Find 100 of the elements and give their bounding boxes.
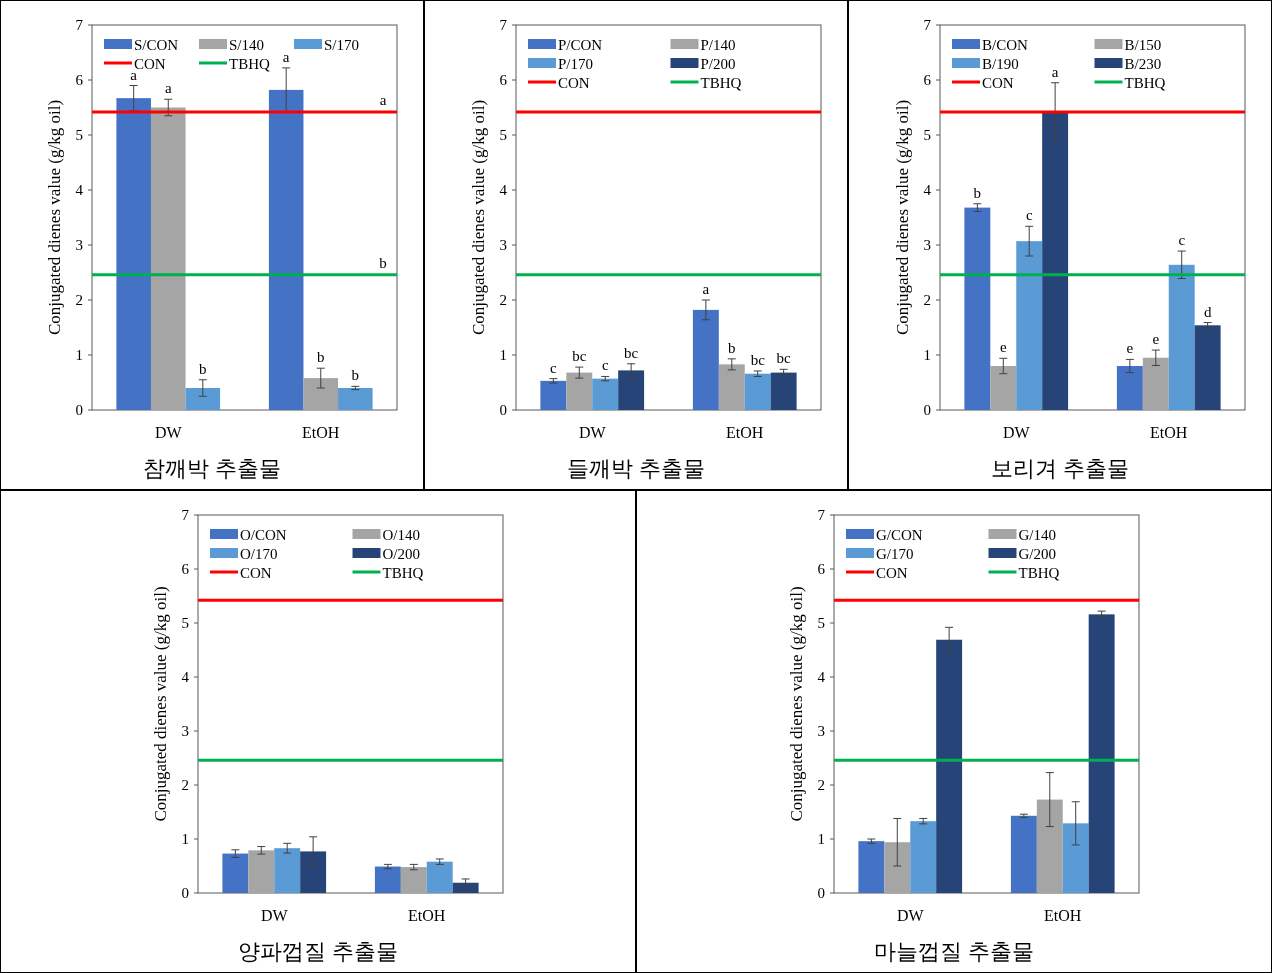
y-tick-label: 7 xyxy=(75,17,84,33)
y-tick-label: 0 xyxy=(181,885,189,901)
data-label: bc xyxy=(750,351,766,368)
legend-label: G/200 xyxy=(1018,546,1056,562)
y-tick-label: 4 xyxy=(923,182,932,198)
y-tick-label: 7 xyxy=(817,507,826,523)
legend-label: O/170 xyxy=(240,546,278,562)
y-tick-label: 6 xyxy=(817,561,826,577)
legend-label: CON xyxy=(982,75,1014,91)
data-label: b xyxy=(199,360,207,377)
y-tick-label: 3 xyxy=(181,723,189,739)
y-tick-label: 2 xyxy=(499,292,507,308)
y-tick-label: 5 xyxy=(499,127,507,143)
legend-label: TBHQ xyxy=(382,565,424,581)
legend-label: TBHQ xyxy=(1018,565,1060,581)
legend-label: CON xyxy=(876,565,908,581)
y-tick-label: 0 xyxy=(499,402,507,418)
legend-label: B/230 xyxy=(1124,56,1162,72)
legend-label: O/200 xyxy=(382,546,420,562)
data-label: bc xyxy=(776,350,792,367)
legend-label: G/140 xyxy=(1018,527,1056,543)
legend-label: B/190 xyxy=(982,56,1019,72)
x-tick-label: DW xyxy=(896,907,925,924)
y-tick-label: 1 xyxy=(181,831,189,847)
y-tick-label: 1 xyxy=(923,347,931,363)
text: 양파껍질 추출물 xyxy=(237,939,399,964)
legend-label: S/140 xyxy=(229,37,265,53)
x-tick-label: EtOH xyxy=(302,424,340,441)
legend-label: P/140 xyxy=(700,37,736,53)
legend-label: TBHQ xyxy=(700,75,742,91)
y-axis-title: Conjugated dienes value (g/kg oil) xyxy=(893,99,912,336)
y-tick-label: 0 xyxy=(923,402,931,418)
data-label: a xyxy=(164,80,172,97)
data-label: e xyxy=(1126,340,1134,357)
y-tick-label: 3 xyxy=(75,237,83,253)
x-tick-label: DW xyxy=(578,424,607,441)
y-tick-label: 4 xyxy=(817,669,826,685)
data-label: a xyxy=(1051,63,1059,80)
y-tick-label: 1 xyxy=(817,831,825,847)
legend-label: P/170 xyxy=(558,56,594,72)
y-tick-label: 7 xyxy=(923,17,932,33)
data-label: c xyxy=(601,357,609,374)
legend-label: CON xyxy=(558,75,590,91)
data-label: e xyxy=(1152,331,1160,348)
data-label: b xyxy=(728,339,736,356)
x-tick-label: DW xyxy=(260,907,289,924)
legend-label: CON xyxy=(240,565,272,581)
y-axis-title: Conjugated dienes value (g/kg oil) xyxy=(151,586,170,822)
legend-label: S/CON xyxy=(134,37,179,53)
y-tick-label: 5 xyxy=(923,127,931,143)
legend-label: P/200 xyxy=(700,56,736,72)
y-axis-title: Conjugated dienes value (g/kg oil) xyxy=(787,586,806,822)
y-tick-label: 3 xyxy=(499,237,507,253)
text: 보리겨 추출물 xyxy=(990,456,1130,481)
annotation: a xyxy=(379,91,387,108)
x-tick-label: EtOH xyxy=(1044,907,1082,924)
data-label: c xyxy=(1025,207,1033,224)
legend-label: O/CON xyxy=(240,527,287,543)
legend-label: S/170 xyxy=(324,37,360,53)
legend-label: TBHQ xyxy=(1124,75,1166,91)
y-tick-label: 4 xyxy=(499,182,508,198)
legend-label: CON xyxy=(134,56,166,72)
data-label: c xyxy=(550,359,558,376)
y-tick-label: 2 xyxy=(923,292,931,308)
y-tick-label: 4 xyxy=(75,182,84,198)
annotation: b xyxy=(379,254,387,271)
legend-label: B/150 xyxy=(1124,37,1162,53)
data-label: b xyxy=(317,349,325,366)
y-tick-label: 2 xyxy=(817,777,825,793)
y-tick-label: 6 xyxy=(499,72,508,88)
y-tick-label: 5 xyxy=(181,615,189,631)
text: 들깨박 추출물 xyxy=(566,456,706,481)
x-tick-label: DW xyxy=(1002,424,1031,441)
y-tick-label: 3 xyxy=(817,723,825,739)
y-tick-label: 7 xyxy=(181,507,190,523)
text: 참깨박 추출물 xyxy=(142,456,282,481)
y-tick-label: 1 xyxy=(499,347,507,363)
y-tick-label: 2 xyxy=(75,292,83,308)
data-label: b xyxy=(973,184,982,201)
y-tick-label: 6 xyxy=(75,72,84,88)
data-label: bc xyxy=(572,348,587,365)
x-tick-label: EtOH xyxy=(1150,424,1188,441)
y-tick-label: 5 xyxy=(817,615,825,631)
data-label: e xyxy=(999,339,1007,356)
data-label: b xyxy=(351,367,360,384)
x-tick-label: EtOH xyxy=(408,907,446,924)
legend-label: TBHQ xyxy=(229,56,270,72)
legend-label: P/CON xyxy=(558,37,603,53)
y-axis-title: Conjugated dienes value (g/kg oil) xyxy=(469,99,488,336)
text: 마늘껍질 추출물 xyxy=(873,939,1035,964)
y-tick-label: 0 xyxy=(817,885,825,901)
y-tick-label: 2 xyxy=(181,777,189,793)
data-label: a xyxy=(282,48,290,65)
y-tick-label: 7 xyxy=(499,17,508,33)
legend-label: O/140 xyxy=(382,527,420,543)
data-label: c xyxy=(1178,232,1186,249)
y-axis-title: Conjugated dienes value (g/kg oil) xyxy=(45,99,64,336)
y-tick-label: 6 xyxy=(181,561,190,577)
legend-label: G/CON xyxy=(876,527,923,543)
y-tick-label: 0 xyxy=(75,402,83,418)
